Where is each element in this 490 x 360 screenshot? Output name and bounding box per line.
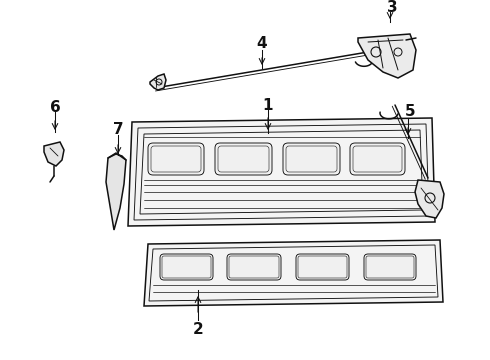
- Polygon shape: [44, 142, 64, 166]
- Polygon shape: [415, 180, 444, 218]
- FancyBboxPatch shape: [148, 143, 204, 175]
- FancyBboxPatch shape: [215, 143, 272, 175]
- Polygon shape: [358, 34, 416, 78]
- Text: 7: 7: [113, 122, 123, 138]
- Text: 3: 3: [387, 0, 397, 15]
- Polygon shape: [150, 74, 166, 90]
- FancyBboxPatch shape: [296, 254, 349, 280]
- Text: 4: 4: [257, 36, 268, 51]
- FancyBboxPatch shape: [227, 254, 281, 280]
- Text: 6: 6: [49, 100, 60, 116]
- Text: 2: 2: [193, 323, 203, 338]
- Text: 5: 5: [405, 104, 416, 120]
- FancyBboxPatch shape: [350, 143, 405, 175]
- Text: 1: 1: [263, 98, 273, 112]
- Polygon shape: [106, 154, 126, 230]
- FancyBboxPatch shape: [283, 143, 340, 175]
- FancyBboxPatch shape: [364, 254, 416, 280]
- Polygon shape: [128, 118, 435, 226]
- FancyBboxPatch shape: [160, 254, 213, 280]
- Polygon shape: [144, 240, 443, 306]
